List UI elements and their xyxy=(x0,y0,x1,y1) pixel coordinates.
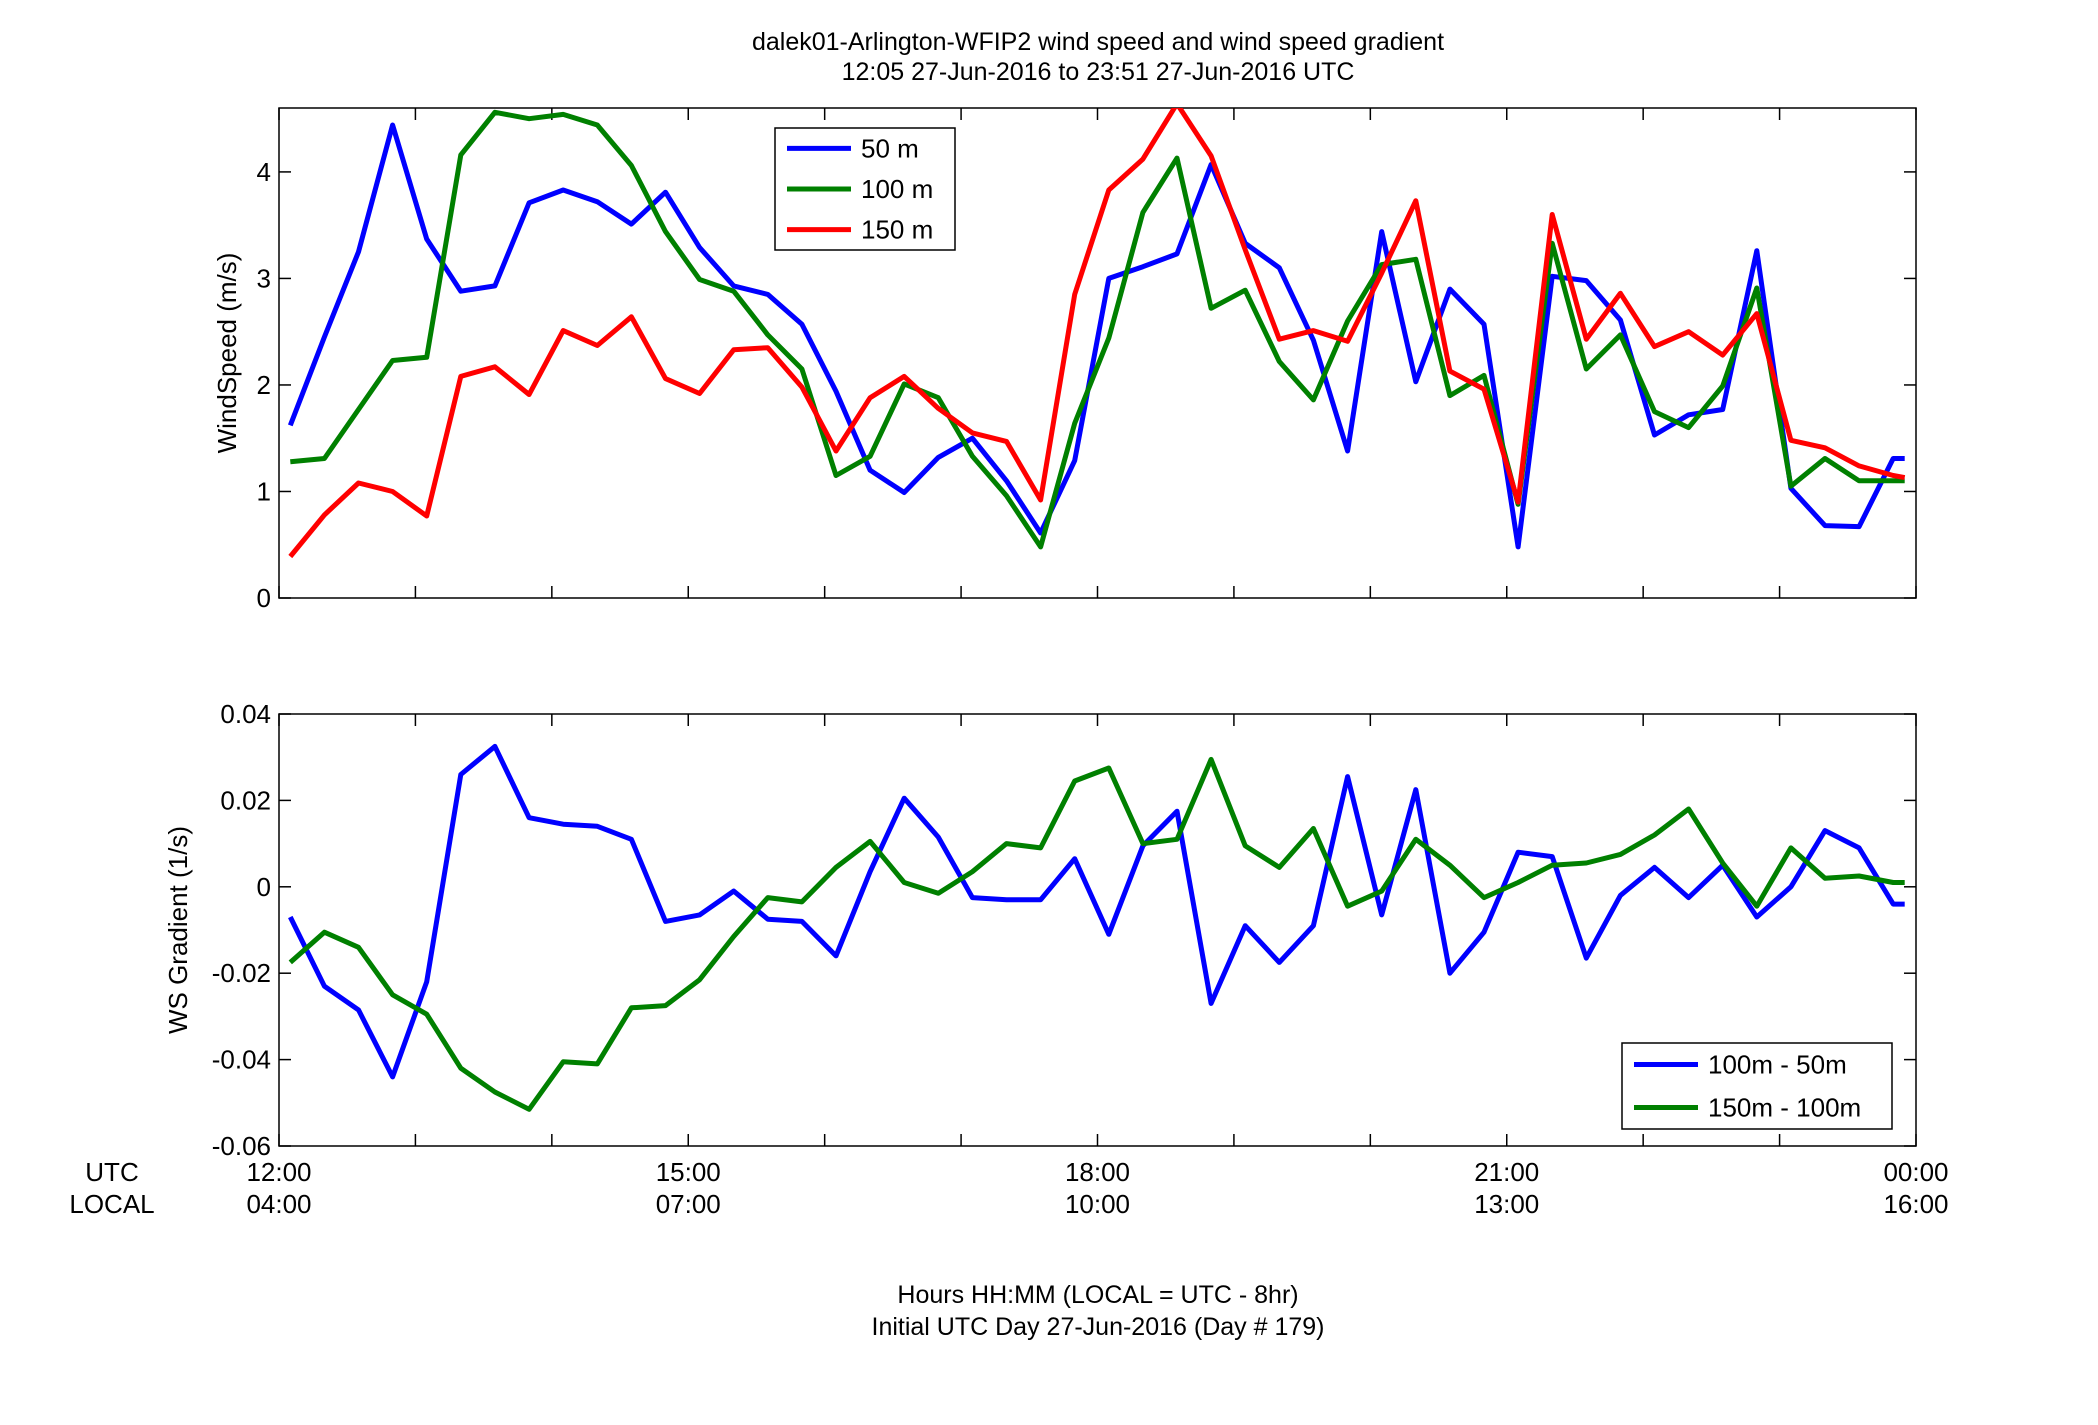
legend-label: 100 m xyxy=(861,174,933,204)
plot-area-0 xyxy=(278,107,1917,599)
legend-label: 100m - 50m xyxy=(1708,1050,1847,1080)
legend-label: 150m - 100m xyxy=(1708,1093,1861,1123)
series-line-150-m xyxy=(288,108,1906,559)
x-tick-label-utc: 21:00 xyxy=(1474,1157,1539,1187)
y-tick-label: 3 xyxy=(257,263,271,293)
y-tick-label: 0.04 xyxy=(220,699,271,729)
x-tick-label-utc: 00:00 xyxy=(1883,1157,1948,1187)
x-tick-label-local: 07:00 xyxy=(656,1189,721,1219)
y-tick-label: 2 xyxy=(257,370,271,400)
y-tick-label: -0.06 xyxy=(212,1131,271,1161)
y-tick-label: 1 xyxy=(257,476,271,506)
x-row-label-local: LOCAL xyxy=(69,1189,154,1219)
y-tick-label: 0 xyxy=(257,583,271,613)
legend-label: 150 m xyxy=(861,215,933,245)
y-tick-label: -0.04 xyxy=(212,1045,271,1075)
series-line-100-m xyxy=(290,109,1905,550)
y-axis-label: WindSpeed (m/s) xyxy=(212,253,242,454)
y-tick-label: 0.02 xyxy=(220,785,271,815)
x-axis-label-line1: Hours HH:MM (LOCAL = UTC - 8hr) xyxy=(897,1281,1298,1309)
x-tick-label-local: 04:00 xyxy=(246,1189,311,1219)
figure-title-line1: dalek01-Arlington-WFIP2 wind speed and w… xyxy=(752,28,1444,56)
series-line-100m-50m xyxy=(288,743,1905,1080)
figure-title-line2: 12:05 27-Jun-2016 to 23:51 27-Jun-2016 U… xyxy=(842,58,1355,86)
y-tick-label: -0.02 xyxy=(212,958,271,988)
wind-speed-plot: 0 1 2 3 4 WindSpeed (m/s) 50 m 100 m 150 m xyxy=(212,107,1917,613)
y-axis-label: WS Gradient (1/s) xyxy=(163,826,193,1034)
x-tick-label-utc: 18:00 xyxy=(1065,1157,1130,1187)
x-axis-label-line2: Initial UTC Day 27-Jun-2016 (Day # 179) xyxy=(872,1313,1325,1341)
legend-box xyxy=(1621,1042,1893,1130)
wind-gradient-plot: -0.06-0.04-0.0200.020.0412:0004:0015:000… xyxy=(163,699,1949,1219)
y-tick-label: 4 xyxy=(257,157,271,187)
y-tick-label: 0 xyxy=(257,872,271,902)
series-line-150m-100m xyxy=(288,756,1905,1112)
x-tick-label-local: 10:00 xyxy=(1065,1189,1130,1219)
x-tick-label-utc: 15:00 xyxy=(656,1157,721,1187)
x-tick-label-local: 13:00 xyxy=(1474,1189,1539,1219)
x-tick-label-utc: 12:00 xyxy=(246,1157,311,1187)
series-line-50-m xyxy=(287,122,1905,550)
x-row-label-utc: UTC xyxy=(85,1157,138,1187)
legend-label: 50 m xyxy=(861,133,919,163)
x-tick-label-local: 16:00 xyxy=(1883,1189,1948,1219)
